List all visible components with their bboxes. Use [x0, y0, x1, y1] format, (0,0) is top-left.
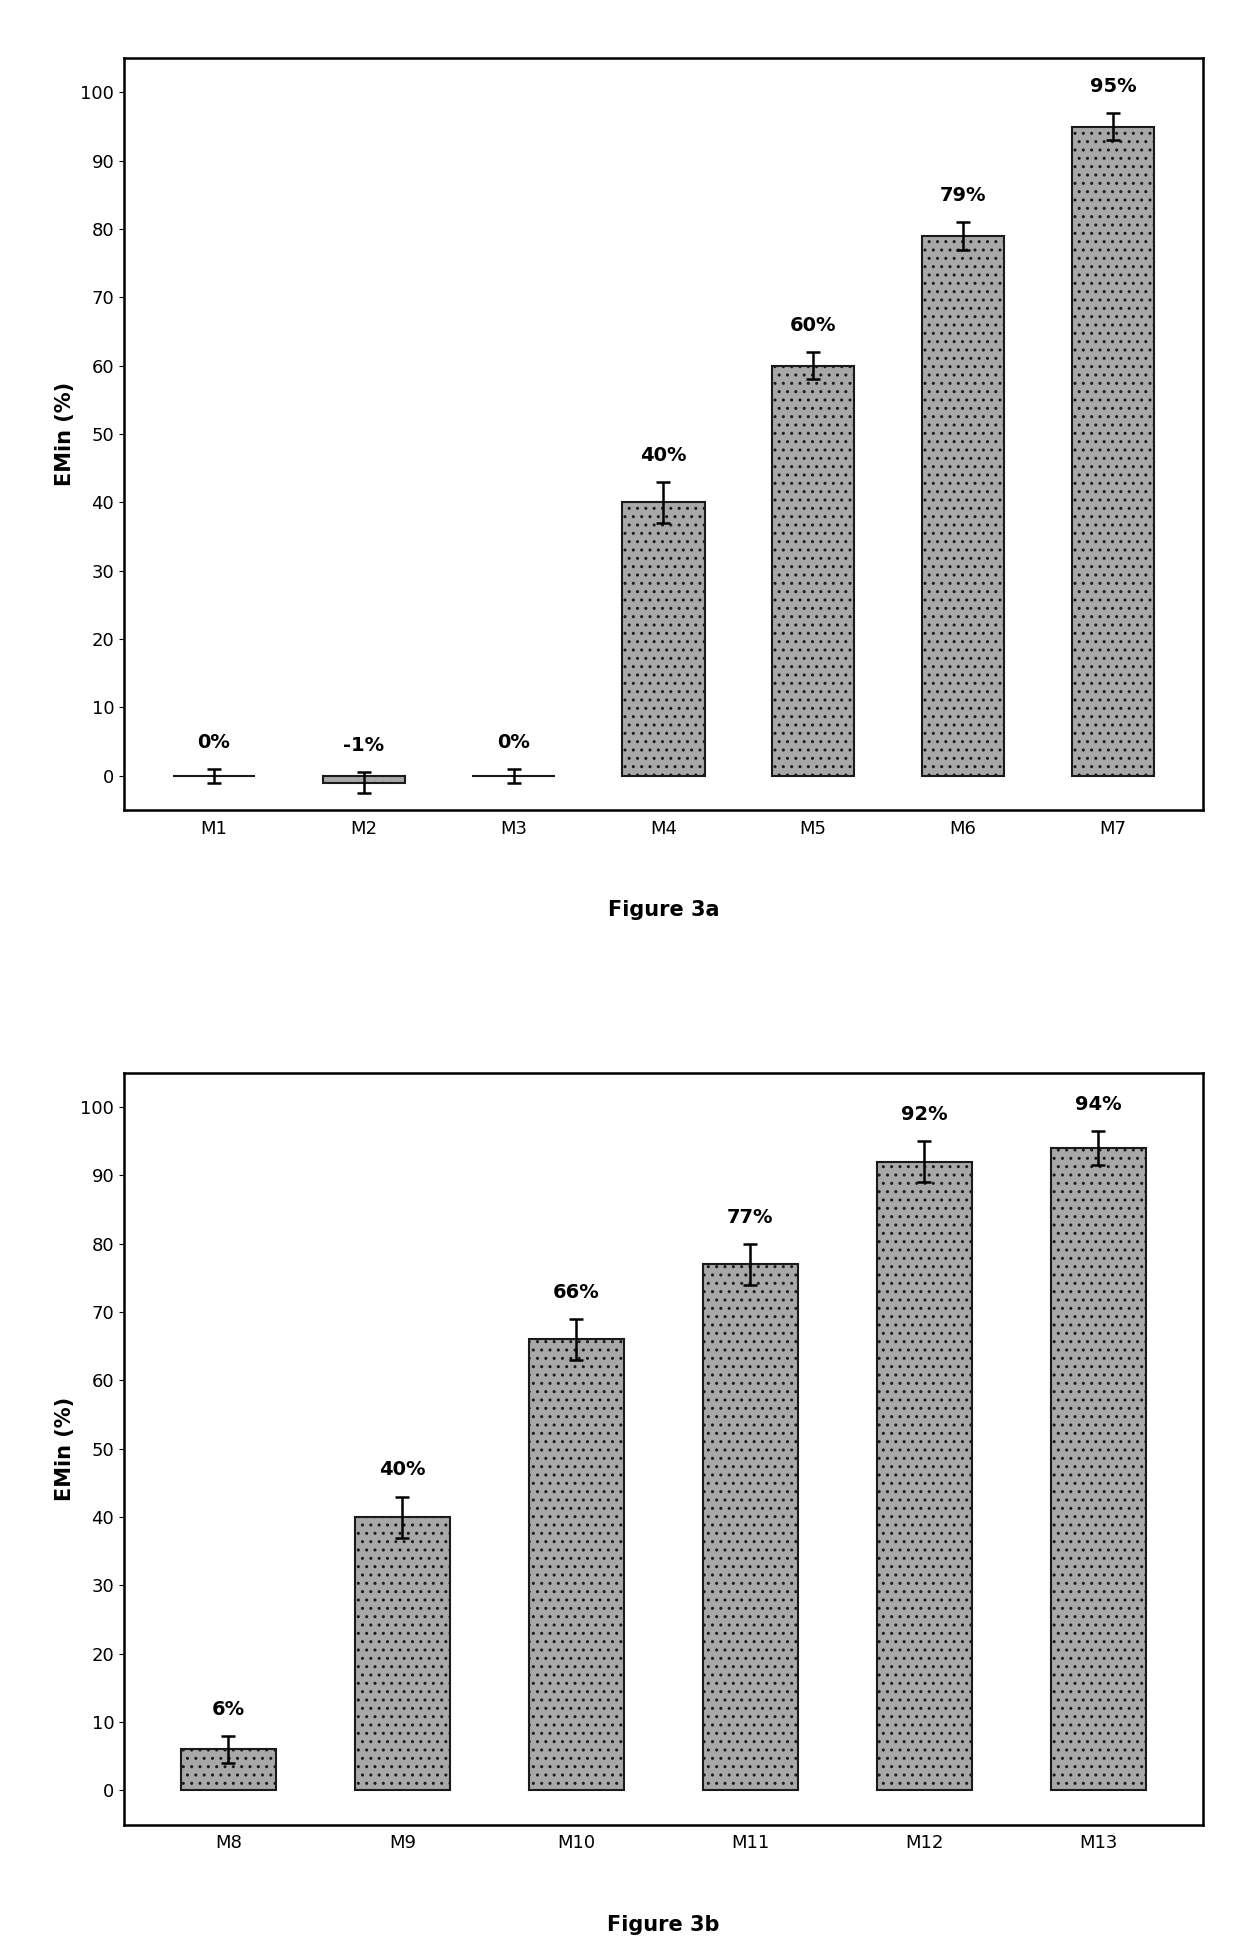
Bar: [1071, 126, 1154, 776]
Bar: [355, 1518, 450, 1790]
Bar: [703, 1264, 799, 1790]
Bar: [877, 1163, 972, 1790]
Text: 40%: 40%: [379, 1460, 425, 1479]
Text: -1%: -1%: [343, 736, 384, 755]
Text: 79%: 79%: [940, 186, 986, 206]
Bar: [1050, 1147, 1146, 1790]
Y-axis label: EMin (%): EMin (%): [55, 1398, 74, 1500]
Bar: [921, 237, 1004, 776]
Bar: [528, 1339, 624, 1790]
Text: 0%: 0%: [197, 734, 231, 751]
Text: 40%: 40%: [640, 446, 687, 464]
Text: 60%: 60%: [790, 316, 837, 336]
Bar: [773, 365, 854, 776]
Bar: [622, 503, 704, 776]
Text: Figure 3b: Figure 3b: [608, 1914, 719, 1935]
Text: Figure 3a: Figure 3a: [608, 901, 719, 920]
Bar: [322, 776, 405, 782]
Text: 0%: 0%: [497, 734, 529, 751]
Text: 77%: 77%: [727, 1207, 774, 1227]
Text: 6%: 6%: [212, 1700, 246, 1718]
Text: 92%: 92%: [901, 1104, 947, 1124]
Text: 95%: 95%: [1090, 78, 1136, 95]
Bar: [181, 1749, 277, 1790]
Y-axis label: EMin (%): EMin (%): [55, 382, 74, 485]
Text: 66%: 66%: [553, 1283, 600, 1302]
Text: 94%: 94%: [1075, 1095, 1122, 1114]
